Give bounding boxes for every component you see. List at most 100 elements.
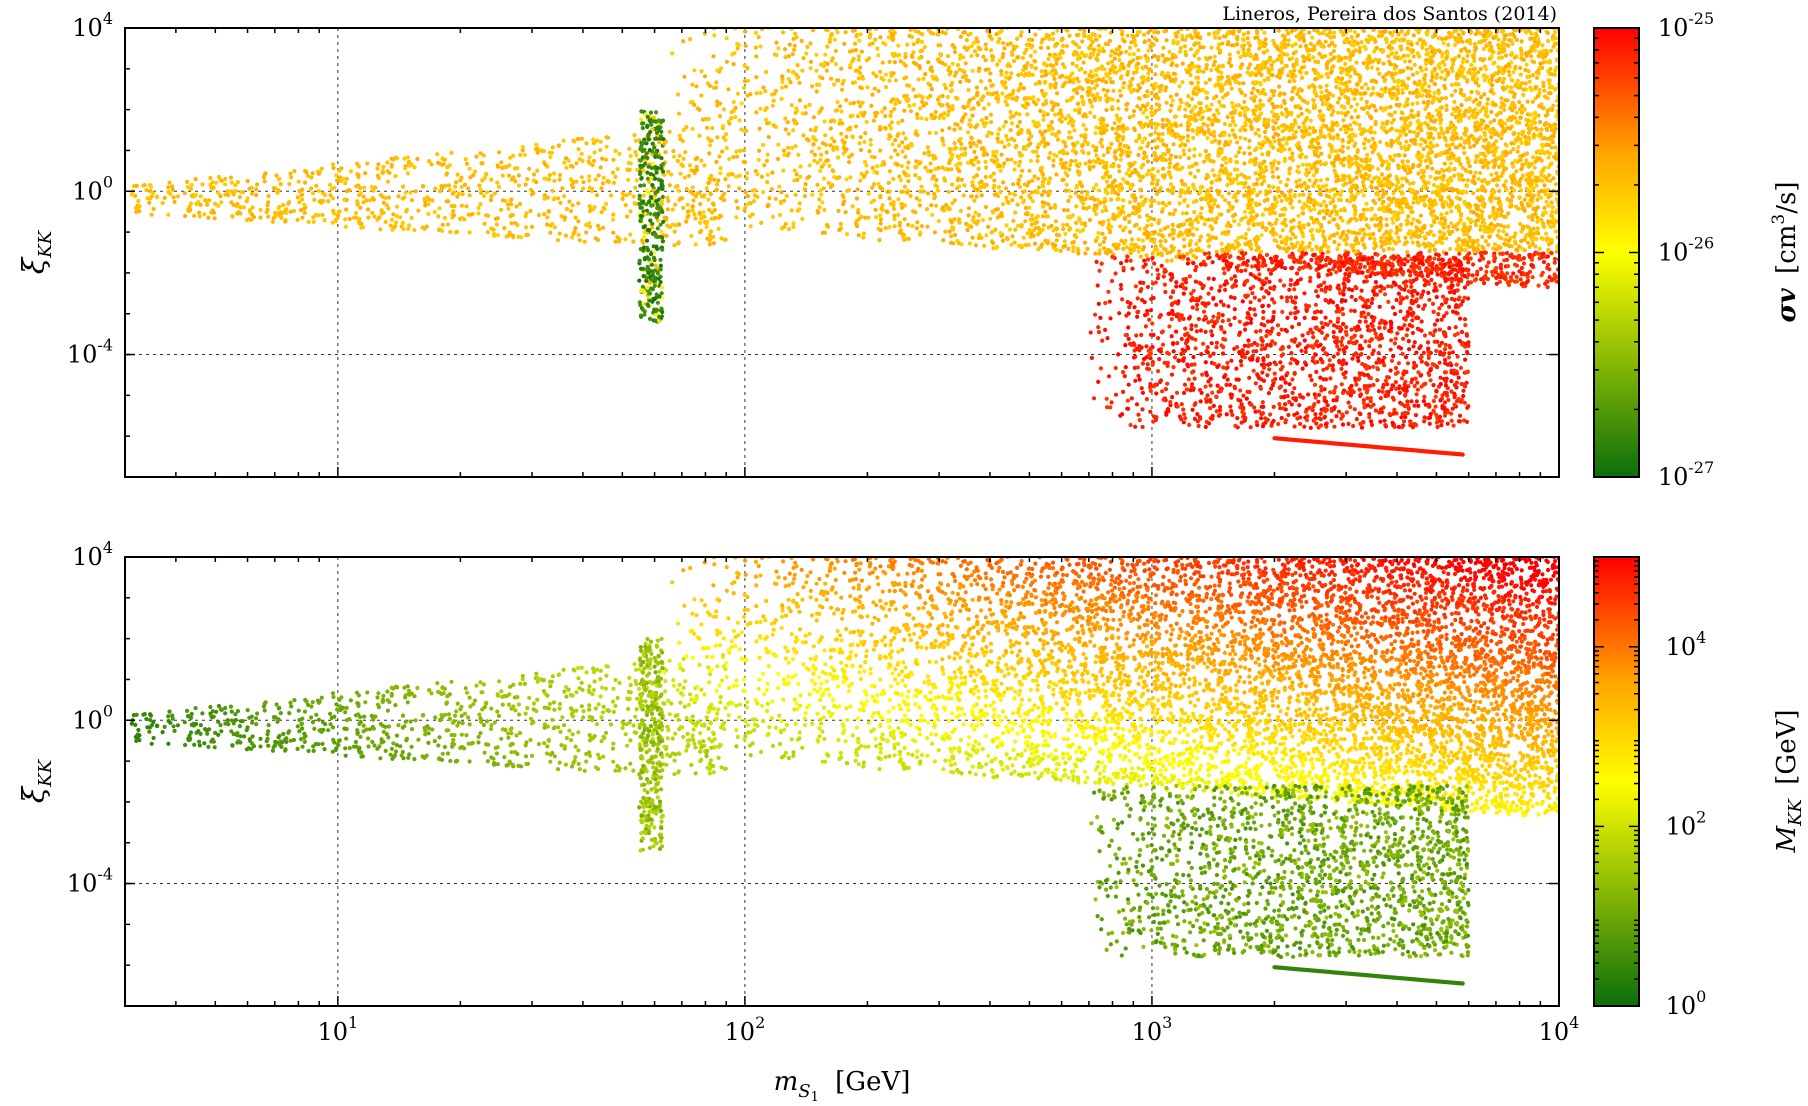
scatter-point (642, 147, 647, 152)
scatter-point (587, 174, 592, 179)
scatter-point (617, 237, 622, 242)
scatter-point (1525, 224, 1530, 229)
scatter-point (1267, 221, 1272, 226)
scatter-point (1118, 157, 1123, 162)
scatter-point (677, 153, 682, 158)
scatter-point (151, 191, 156, 196)
scatter-point (1053, 112, 1058, 117)
scatter-point (1067, 79, 1072, 84)
scatter-point (549, 150, 555, 155)
scatter-point (895, 162, 900, 167)
scatter-point (559, 214, 564, 219)
scatter-point (708, 229, 714, 234)
scatter-point (357, 220, 362, 225)
scatter-point (1209, 45, 1214, 50)
scatter-point (1091, 159, 1096, 164)
scatter-point (611, 212, 616, 217)
scatter-point (923, 165, 928, 170)
scatter-point (598, 147, 603, 153)
scatter-point (1331, 109, 1336, 114)
scatter-point (1442, 161, 1447, 166)
scatter-point (786, 68, 791, 73)
scatter-point (1184, 211, 1189, 216)
scatter-point (1123, 238, 1128, 243)
scatter-point (1513, 231, 1518, 236)
scatter-point (878, 185, 883, 190)
scatter-point (1100, 144, 1105, 149)
scatter-point (664, 215, 669, 220)
scatter-point (916, 77, 921, 82)
scatter-point (389, 162, 394, 167)
scatter-point (640, 284, 646, 289)
scatter-point (603, 157, 609, 162)
scatter-point (495, 164, 501, 169)
scatter-point (859, 18, 863, 22)
scatter-point (1509, 77, 1514, 82)
scatter-point (437, 206, 442, 211)
scatter-point (1381, 61, 1386, 66)
scatter-point (1491, 205, 1496, 210)
scatter-point (1530, 99, 1535, 104)
scatter-point (262, 179, 267, 184)
scatter-point (765, 152, 770, 157)
scatter-point (789, 208, 794, 213)
scatter-point (455, 194, 460, 199)
scatter-point (1318, 192, 1323, 197)
scatter-point (1094, 73, 1099, 78)
scatter-point (362, 185, 367, 190)
scatter-point (330, 196, 335, 201)
scatter-point (564, 206, 570, 212)
scatter-point (416, 208, 421, 213)
scatter-point (590, 163, 595, 168)
scatter-point (148, 184, 153, 189)
scatter-point (1404, 86, 1409, 91)
scatter-point (659, 306, 664, 311)
scatter-point (720, 10, 724, 14)
scatter-point (646, 134, 651, 139)
scatter-point (386, 195, 391, 200)
scatter-point (1372, 237, 1377, 242)
scatter-point (1224, 160, 1229, 165)
scatter-point (1474, 154, 1479, 159)
scatter-point (681, 39, 686, 44)
scatter-point (896, 120, 901, 125)
scatter-point (645, 302, 650, 307)
scatter-point (926, 22, 930, 26)
scatter-point (1423, 120, 1428, 125)
scatter-point (808, 66, 813, 71)
scatter-point (646, 247, 651, 252)
top-scatter-points (129, 10, 1559, 457)
scatter-point (562, 194, 567, 199)
scatter-point (216, 190, 221, 195)
scatter-point (873, 207, 878, 212)
scatter-point (697, 210, 702, 215)
scatter-point (945, 54, 951, 59)
scatter-point (258, 207, 263, 212)
scatter-point (1546, 78, 1551, 83)
scatter-point (707, 242, 713, 247)
scatter-point (1179, 23, 1183, 27)
scatter-point (709, 138, 714, 143)
scatter-point (776, 142, 781, 147)
scatter-point (667, 129, 672, 134)
scatter-point (1496, 78, 1501, 83)
scatter-point (1304, 167, 1309, 172)
scatter-point (447, 187, 452, 192)
scatter-point (1324, 161, 1329, 166)
scatter-point (1406, 53, 1411, 58)
scatter-point (973, 210, 978, 215)
scatter-point (808, 41, 813, 46)
scatter-point (1035, 154, 1040, 159)
scatter-point (1429, 78, 1434, 83)
scatter-point (576, 136, 581, 142)
scatter-point (1142, 136, 1148, 141)
scatter-point (659, 285, 664, 290)
scatter-point (633, 185, 638, 190)
scatter-point (1277, 138, 1282, 143)
scatter-point (1186, 13, 1190, 17)
scatter-point (710, 126, 715, 131)
scatter-point (650, 270, 655, 276)
scatter-point (840, 138, 845, 143)
scatter-point (453, 184, 458, 189)
scatter-point (1167, 188, 1172, 193)
